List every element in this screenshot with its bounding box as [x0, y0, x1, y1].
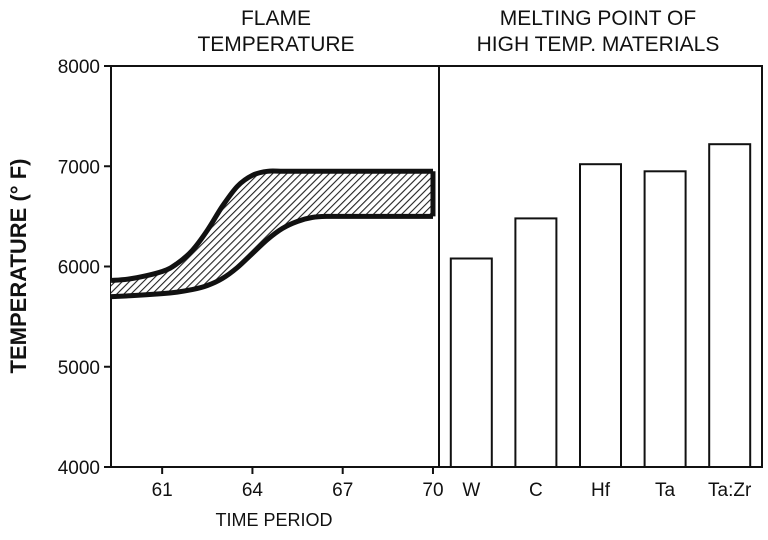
right-title-line-1: MELTING POINT OF [500, 7, 696, 30]
x-tick-label: 61 [152, 480, 173, 501]
y-tick-label: 8000 [58, 57, 100, 78]
left-title-line-1: FLAME [241, 7, 311, 30]
category-label: Hf [591, 480, 611, 501]
y-tick-label: 5000 [58, 358, 100, 379]
bar-w [449, 257, 493, 468]
category-label: W [462, 480, 480, 501]
bar-ta-zr [708, 143, 752, 468]
x-tick-label: 64 [242, 480, 264, 501]
right-title-line-2: HIGH TEMP. MATERIALS [477, 33, 720, 56]
left-title-line-2: TEMPERATURE [197, 33, 354, 56]
flame-band-lower-edge [110, 213, 433, 300]
category-label: C [529, 480, 543, 501]
x-tick-label: 70 [422, 480, 443, 501]
y-tick-label: 6000 [58, 258, 100, 279]
y-tick-label: 7000 [58, 157, 100, 178]
category-label: Ta:Zr [708, 480, 752, 501]
bar-ta [643, 170, 687, 469]
bar-hf [579, 163, 622, 468]
y-tick-label: 4000 [58, 458, 100, 479]
x-tick-label: 67 [332, 480, 353, 501]
flame-band-upper-edge [110, 168, 433, 283]
y-axis-label: TEMPERATURE (° F) [6, 159, 31, 374]
bar-c [514, 217, 558, 468]
category-label: Ta [655, 480, 676, 501]
x-axis-label: TIME PERIOD [215, 510, 332, 530]
